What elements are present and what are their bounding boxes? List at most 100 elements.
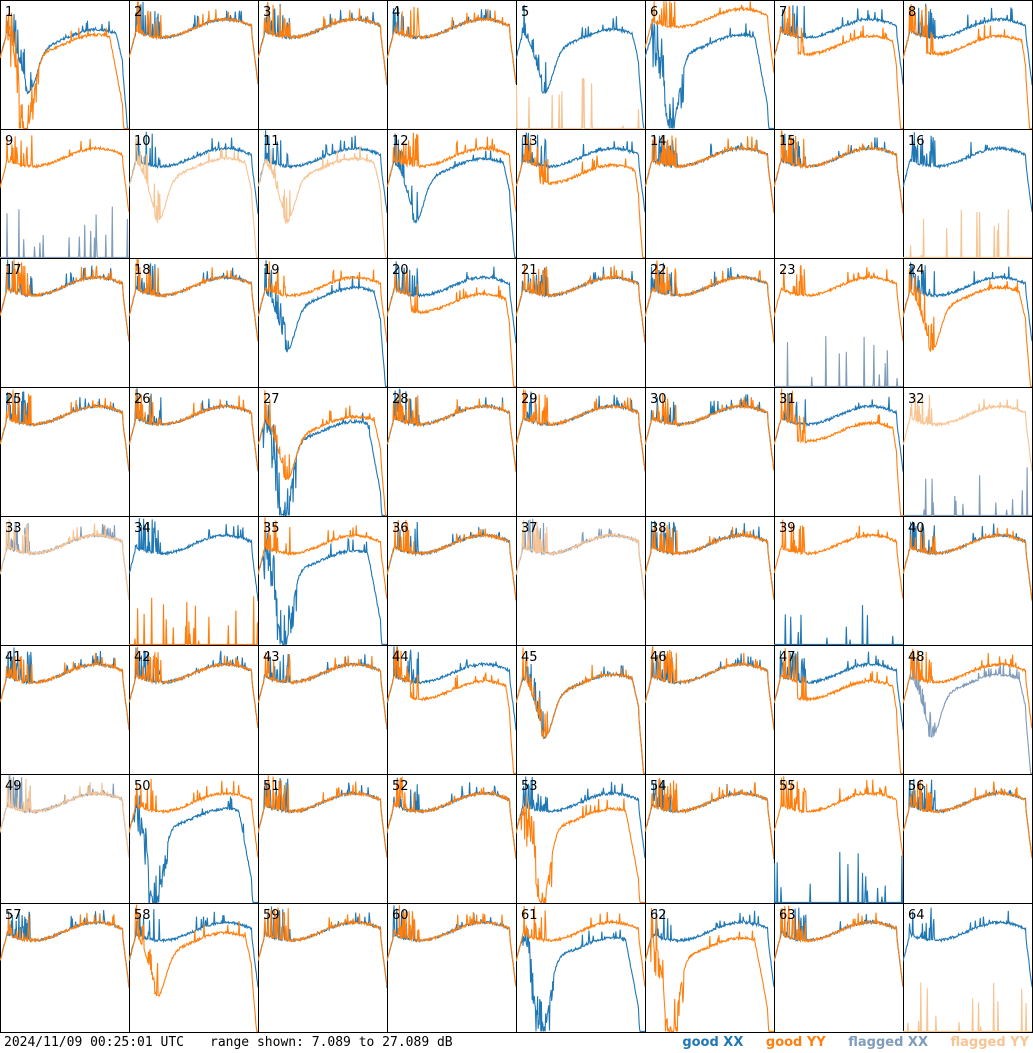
panel-number: 30: [650, 392, 667, 407]
panel-19: 19: [258, 258, 388, 388]
panel-number: 39: [779, 521, 796, 536]
series-good-yy-line: [258, 261, 387, 344]
panel-frame: [0, 0, 130, 130]
series-good-yy-line: [387, 775, 516, 860]
panel-17: 17: [0, 258, 130, 388]
legend-flagged-yy: flagged YY: [950, 1035, 1030, 1050]
series-flagged-yy-line: [0, 518, 129, 601]
series-good-xx-line: [516, 776, 645, 859]
series-good-yy-line: [645, 1, 774, 74]
panel-27: 27: [258, 387, 388, 517]
panel-number: 4: [392, 5, 400, 20]
panel-number: 35: [263, 521, 280, 536]
panel-56: 56: [903, 774, 1033, 904]
panel-number: 59: [263, 908, 280, 923]
series-flagged-yy-line: [0, 777, 129, 858]
panel-38: 38: [645, 516, 775, 646]
panel-15: 15: [774, 129, 904, 259]
series-good-xx-line: [774, 5, 903, 85]
panel-16: 16: [903, 129, 1033, 259]
panel-number: 22: [650, 263, 667, 278]
series-good-yy-line: [774, 905, 903, 987]
panel-number: 14: [650, 134, 667, 149]
panel-number: 34: [134, 521, 151, 536]
panel-9: 9: [0, 129, 130, 259]
legend-flagged-xx: flagged XX: [848, 1035, 928, 1050]
panel-20: 20: [387, 258, 517, 388]
series-good-yy-line: [774, 265, 903, 342]
series-good-xx-line: [903, 132, 1032, 212]
panel-number: 6: [650, 5, 658, 20]
panel-5: 5: [516, 0, 646, 130]
panel-number: 17: [5, 263, 22, 278]
panel-number: 52: [392, 779, 409, 794]
series-good-yy-line: [129, 259, 258, 342]
series-flagged-yy-line: [903, 394, 1032, 472]
panel-number: 10: [134, 134, 151, 149]
series-good-yy-line: [645, 646, 774, 731]
series-good-yy-line: [516, 647, 645, 774]
panel-52: 52: [387, 774, 517, 904]
panel-30: 30: [645, 387, 775, 517]
panel-number: 5: [521, 5, 529, 20]
series-good-yy-line: [129, 1, 258, 84]
series-good-yy-line: [258, 1, 387, 85]
panel-number: 43: [263, 650, 280, 665]
panel-23: 23: [774, 258, 904, 388]
series-good-xx-line: [774, 605, 903, 645]
panel-number: 15: [779, 134, 796, 149]
panel-frame: [516, 0, 646, 130]
series-flagged-yy-line: [516, 519, 645, 600]
series-good-xx-line: [0, 14, 129, 129]
panel-61: 61: [516, 903, 646, 1033]
panel-34: 34: [129, 516, 259, 646]
panel-33: 33: [0, 516, 130, 646]
panel-4: 4: [387, 0, 517, 130]
panel-number: 63: [779, 908, 796, 923]
panel-45: 45: [516, 645, 646, 775]
series-good-yy-line: [258, 517, 387, 600]
series-good-xx-line: [516, 132, 645, 213]
panel-22: 22: [645, 258, 775, 388]
series-good-xx-line: [516, 929, 645, 1032]
panel-number: 25: [5, 392, 22, 407]
panel-7: 7: [774, 0, 904, 130]
panel-number: 31: [779, 392, 796, 407]
panel-26: 26: [129, 387, 259, 517]
panel-21: 21: [516, 258, 646, 388]
series-good-yy-line: [387, 519, 516, 600]
panel-number: 48: [908, 650, 925, 665]
series-good-xx-line: [774, 851, 903, 903]
panel-11: 11: [258, 129, 388, 259]
series-good-yy-line: [903, 4, 1032, 129]
panel-number: 54: [650, 779, 667, 794]
series-flagged-xx-line: [774, 335, 903, 387]
panel-number: 7: [779, 5, 787, 20]
series-good-yy-line: [0, 652, 129, 730]
panel-53: 53: [516, 774, 646, 904]
series-good-yy-line: [0, 389, 129, 471]
panel-54: 54: [645, 774, 775, 904]
panel-29: 29: [516, 387, 646, 517]
series-good-yy-line: [258, 652, 387, 728]
series-good-xx-line: [258, 260, 387, 387]
panel-frame: [903, 903, 1033, 1033]
panel-number: 33: [5, 521, 22, 536]
panel-14: 14: [645, 129, 775, 259]
panel-10: 10: [129, 129, 259, 259]
panel-43: 43: [258, 645, 388, 775]
panel-number: 40: [908, 521, 925, 536]
series-good-xx-line: [129, 517, 258, 602]
panel-12: 12: [387, 129, 517, 259]
panel-number: 37: [521, 521, 538, 536]
panel-number: 57: [5, 908, 22, 923]
series-good-yy-line: [903, 268, 1032, 387]
series-good-yy-line: [516, 795, 645, 903]
series-good-yy-line: [387, 6, 516, 83]
panel-36: 36: [387, 516, 517, 646]
series-good-yy-line: [774, 776, 903, 857]
legend-good-xx: good XX: [682, 1035, 744, 1050]
panel-40: 40: [903, 516, 1033, 646]
